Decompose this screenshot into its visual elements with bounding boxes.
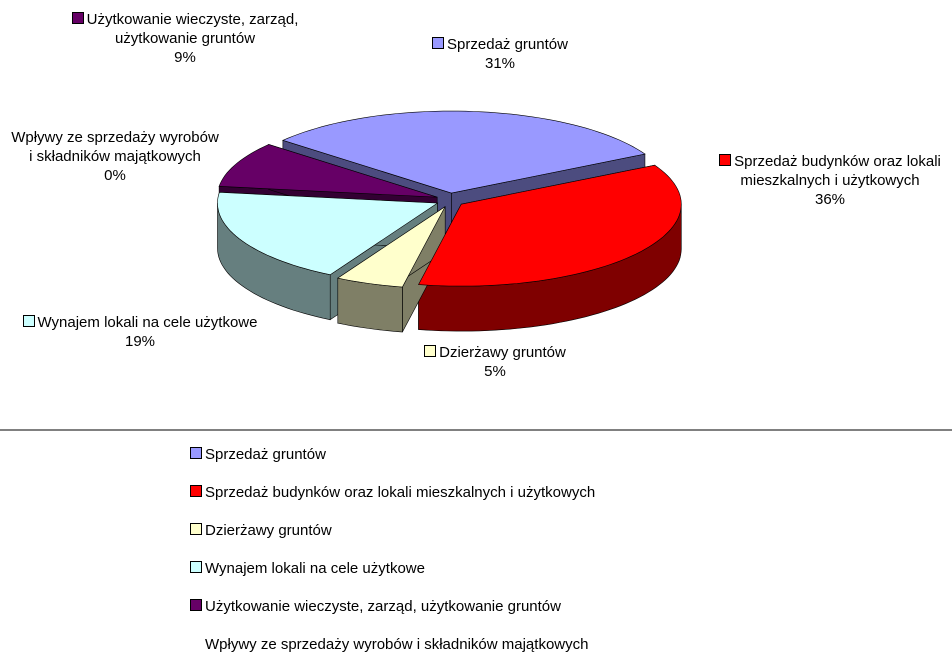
legend-item: Wpływy ze sprzedaży wyrobów i składników… (190, 635, 588, 655)
legend-swatch (190, 561, 202, 573)
label-swatch (719, 154, 732, 166)
label-value: 19% (124, 333, 156, 350)
label-value: 5% (484, 363, 506, 380)
legend-label: Użytkowanie wieczyste, zarząd, użytkowan… (205, 598, 561, 615)
legend-item: Sprzedaż budynków oraz lokali mieszkalny… (190, 483, 595, 503)
data-label: Dzierżawy gruntów 5% (395, 343, 595, 381)
label-value: 31% (484, 55, 516, 72)
label-category: Wynajem lokali na cele użytkowe (37, 314, 258, 331)
legend-item: Wynajem lokali na cele użytkowe (190, 559, 425, 579)
legend-swatch (190, 599, 202, 611)
label-value: 0% (104, 167, 126, 184)
label-category: Sprzedaż gruntów (447, 36, 568, 53)
label-value: 36% (814, 191, 846, 208)
label-swatch (424, 345, 437, 357)
legend-item: Dzierżawy gruntów (190, 521, 332, 541)
label-swatch (432, 37, 445, 49)
legend-label: Wynajem lokali na cele użytkowe (205, 560, 425, 577)
data-label: Wynajem lokali na cele użytkowe 19% (20, 313, 260, 351)
data-label: Sprzedaż budynków oraz lokali mieszkalny… (710, 152, 950, 209)
legend-swatch (190, 485, 202, 497)
label-value: 9% (174, 49, 196, 66)
label-swatch (71, 12, 84, 24)
slice (282, 110, 646, 194)
legend-label: Dzierżawy gruntów (205, 522, 332, 539)
legend-swatch (190, 523, 202, 535)
slice (337, 206, 446, 288)
legend-label: Sprzedaż budynków oraz lokali mieszkalny… (205, 484, 596, 501)
data-label: Użytkowanie wieczyste, zarząd, użytkowan… (65, 10, 305, 67)
data-label: Sprzedaż gruntów 31% (400, 35, 600, 73)
legend-swatch (190, 447, 202, 459)
slice (217, 191, 439, 276)
label-category: Sprzedaż budynków oraz lokali mieszkalny… (734, 153, 941, 189)
label-category: Wpływy ze sprzedaży wyrobów i składników… (11, 129, 219, 165)
slice (218, 144, 438, 198)
label-swatch (22, 315, 35, 327)
label-category: Użytkowanie wieczyste, zarząd, użytkowan… (86, 11, 299, 47)
data-label: Wpływy ze sprzedaży wyrobów i składników… (10, 128, 220, 185)
slice (418, 164, 682, 287)
legend-label: Sprzedaż gruntów (205, 446, 326, 463)
legend-item: Użytkowanie wieczyste, zarząd, użytkowan… (190, 597, 561, 617)
legend-item: Sprzedaż gruntów (190, 445, 326, 465)
label-category: Dzierżawy gruntów (439, 344, 566, 361)
legend-label: Wpływy ze sprzedaży wyrobów i składników… (205, 636, 589, 653)
